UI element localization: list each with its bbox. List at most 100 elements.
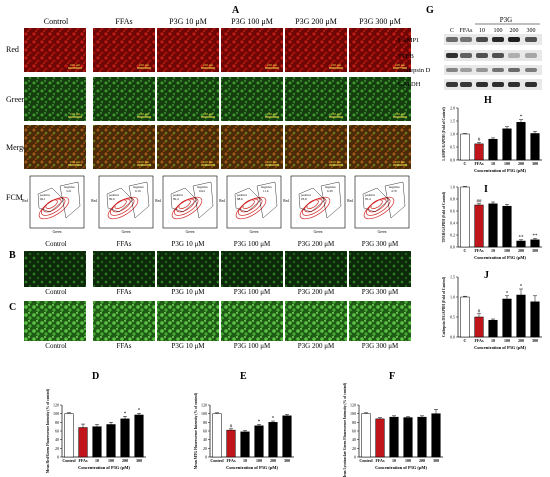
x-tick-label: FFAs: [474, 161, 483, 166]
wb-band-0-0: [446, 37, 458, 42]
col-label-control: Control: [44, 17, 69, 26]
bar-i-2: [488, 203, 498, 248]
y-tick-label: 20: [352, 446, 356, 451]
micrograph-green-3: [221, 77, 283, 121]
y-tick-label: 60: [203, 429, 207, 434]
fcm-axis-y: Red: [283, 199, 289, 203]
fcm-gate-positive-label: positive: [40, 193, 51, 197]
fcm-negative-value: 11.6: [263, 189, 269, 193]
significance-mark: #: [478, 138, 481, 143]
scale-bar-label: 100 μm: [395, 160, 406, 164]
y-axis-label: Mean MTG Fluorescence Intensity (% of co…: [194, 392, 198, 469]
scale-bar-label: 100 μm: [395, 112, 406, 116]
micrograph-b-5: [349, 251, 411, 287]
micrograph-c-4: [285, 301, 347, 341]
micrograph-merge-1: [93, 125, 155, 169]
fcm-negative-value: 9.64: [199, 189, 205, 193]
x-tick-label: Control: [210, 458, 224, 463]
wb-band-3-0: [446, 82, 458, 87]
x-tick-label: 10: [491, 248, 495, 253]
col-label-p3g200: P3G 200 μM: [295, 17, 337, 26]
y-tick-label: 1.0: [450, 295, 455, 300]
x-tick-label: 300: [532, 248, 538, 253]
micrograph-merge-0: [24, 125, 86, 169]
bar-f-0: [361, 413, 371, 458]
mid-label-p3g10: P3G 10 μM: [172, 240, 206, 248]
wb-band-3-5: [525, 82, 537, 87]
wb-band-1-0: [446, 53, 458, 58]
scale-bar-label: 100 μm: [139, 112, 150, 116]
row-label-merge: Merge: [6, 143, 27, 152]
micrograph-c-3: [221, 301, 283, 341]
panel-letter-j: J: [484, 270, 489, 281]
micrograph-c-5: [349, 301, 411, 341]
fcm-positive-value: 90.4: [173, 197, 179, 201]
micrograph-red-4: [285, 28, 347, 72]
c-label-p3g200: P3G 200 μM: [298, 342, 335, 350]
y-tick-label: 20: [55, 446, 59, 451]
bar-h-2: [488, 138, 498, 161]
bar-h-3: [502, 128, 512, 161]
micrograph-green-2: [157, 77, 219, 121]
micrograph-green-5: [349, 77, 411, 121]
bar-j-4: [516, 294, 526, 338]
significance-mark: #: [478, 309, 481, 314]
chart-d: 0 20 40 60 80 100 120 Control FFAs 10 100 * 200 * 300 C…: [46, 388, 146, 473]
y-axis-label: LAMP1/GAPDH (Fold of Control): [442, 107, 446, 161]
fcm-axis-x: Green: [53, 230, 62, 234]
bar-i-0: [460, 186, 470, 248]
fcm-gate-positive-label: positive: [173, 193, 184, 197]
y-axis-label: TFEB/GAPDH (Fold of Control): [442, 191, 446, 242]
fcm-gate-negative-label: negative: [325, 185, 336, 189]
wb-lane-ffas: FFAs: [460, 28, 474, 34]
fcm-gate-negative-label: negative: [261, 185, 272, 189]
fcm-axis-x: Green: [122, 230, 131, 234]
x-tick-label: 100: [504, 248, 510, 253]
scale-bar-label: 100 μm: [70, 112, 81, 116]
wb-label-gapdh: GAPDH: [398, 81, 421, 88]
row-label-fcm: FCM: [6, 193, 23, 202]
fcm-axis-y: Red: [219, 199, 225, 203]
b-label-p3g100: P3G 100 μM: [234, 288, 271, 296]
fcm-gate-negative-label: negative: [389, 185, 400, 189]
fcm-positive-value: 90.9: [109, 197, 115, 201]
bar-e-5: [282, 415, 292, 458]
panel-letter-g: G: [426, 5, 434, 16]
x-tick-label: 300: [284, 458, 290, 463]
y-tick-label: 100: [53, 411, 59, 416]
x-axis-label: Concentration of P3G (μM): [474, 255, 526, 260]
x-tick-label: C: [464, 338, 467, 343]
y-tick-label: 1.0: [450, 185, 455, 190]
fcm-axis-x: Green: [186, 230, 195, 234]
significance-mark: *: [506, 291, 509, 296]
wb-lane-100: 100: [494, 28, 503, 34]
fcm-positive-value: 93.8: [301, 197, 307, 201]
fcm-axis-y: Red: [91, 199, 97, 203]
x-tick-label: 10: [95, 458, 99, 463]
x-tick-label: FFAs: [474, 338, 483, 343]
micrograph-b-0: [24, 251, 86, 287]
fcm-gate-positive-label: positive: [301, 193, 312, 197]
y-tick-label: 120: [201, 403, 207, 408]
x-axis-label: Concentration of P3G (μM): [474, 168, 526, 173]
wb-label-tfeb: TFEB: [398, 53, 415, 60]
scale-bar-label: 100 μm: [267, 112, 278, 116]
bar-i-5: [530, 239, 540, 248]
panel-letter-c: C: [9, 302, 16, 313]
bar-f-4: [417, 416, 427, 458]
bar-i-4: [516, 240, 526, 248]
x-tick-label: 200: [419, 458, 425, 463]
c-label-p3g100: P3G 100 μM: [234, 342, 271, 350]
x-axis-label: Concentration of P3G (μM): [78, 465, 130, 470]
micrograph-merge-2: [157, 125, 219, 169]
fcm-negative-value: 4.79: [391, 189, 397, 193]
x-tick-label: Control: [62, 458, 76, 463]
y-tick-label: 40: [352, 437, 356, 442]
x-tick-label: 10: [243, 458, 247, 463]
wb-band-0-3: [492, 37, 504, 42]
x-tick-label: 100: [108, 458, 114, 463]
x-tick-label: 10: [491, 338, 495, 343]
fcm-gate-negative-label: negative: [133, 185, 144, 189]
